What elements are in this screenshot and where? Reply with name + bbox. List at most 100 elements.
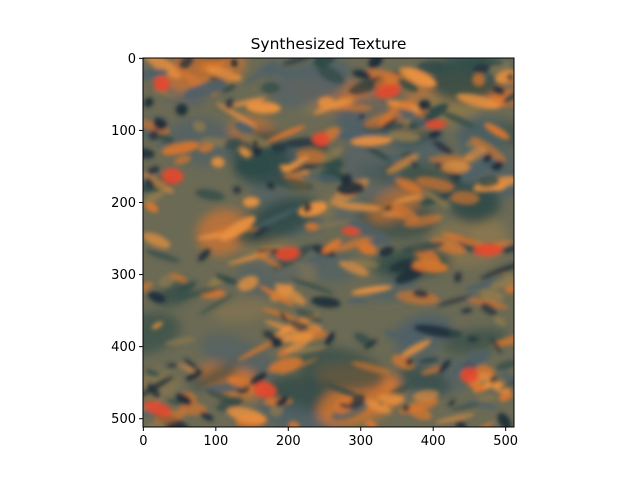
- texture-wash: [190, 364, 239, 390]
- texture-stroke: [271, 143, 287, 153]
- texture-stroke: [265, 125, 306, 143]
- texture-stroke: [307, 172, 341, 183]
- texture-stroke: [320, 147, 344, 163]
- texture-red-spot: [460, 367, 479, 384]
- texture-dark-accent: [363, 338, 378, 350]
- texture-stroke: [464, 276, 508, 292]
- texture-stroke: [403, 214, 443, 228]
- texture-stroke: [254, 252, 282, 268]
- texture-dark-accent: [184, 358, 199, 371]
- texture-stroke: [500, 372, 514, 387]
- texture-stroke: [143, 190, 165, 204]
- texture-dark-accent: [230, 58, 238, 68]
- texture-stroke: [337, 104, 373, 111]
- texture-stroke: [143, 281, 154, 293]
- texture-wash: [330, 181, 402, 224]
- texture-stroke: [206, 66, 243, 81]
- texture-stroke: [161, 141, 201, 156]
- texture-stroke: [175, 393, 192, 406]
- texture-stroke: [379, 246, 394, 257]
- texture-dark-accent: [490, 337, 503, 354]
- texture-dark-accent: [506, 73, 514, 82]
- texture-stroke: [237, 161, 265, 170]
- texture-stroke: [451, 403, 479, 411]
- texture-stroke: [215, 274, 239, 285]
- texture-stroke: [364, 399, 392, 414]
- texture-wash: [212, 299, 274, 322]
- texture-stroke: [401, 241, 445, 254]
- texture-stroke: [255, 208, 297, 229]
- texture-dark-accent: [175, 103, 188, 116]
- texture-stroke: [145, 249, 181, 263]
- figure-title: Synthesized Texture: [251, 35, 407, 53]
- texture-stroke: [395, 177, 422, 194]
- texture-dark-accent: [428, 130, 442, 139]
- texture-stroke: [399, 398, 440, 414]
- texture-stroke: [389, 258, 415, 273]
- texture-stroke: [467, 351, 487, 364]
- texture-dark-accent: [252, 140, 259, 146]
- texture-red-spot: [312, 132, 330, 147]
- texture-stroke: [211, 156, 225, 168]
- texture-stroke: [338, 260, 370, 276]
- texture-stroke: [317, 65, 345, 84]
- texture-dark-accent: [232, 185, 242, 194]
- texture-dark-accent: [368, 58, 383, 69]
- texture-stroke: [274, 282, 306, 305]
- texture-red-spot: [375, 83, 401, 99]
- texture-red-spot: [275, 247, 300, 261]
- texture-dark-accent: [185, 370, 203, 382]
- texture-dark-accent: [279, 311, 289, 323]
- texture-stroke: [346, 298, 370, 304]
- texture-dark-accent: [147, 291, 166, 304]
- texture-dark-accent: [350, 394, 366, 409]
- texture-stroke: [383, 329, 401, 340]
- texture-dark-accent: [455, 421, 467, 427]
- x-axis: 0 100 200 300 400 500: [139, 427, 518, 449]
- texture-stroke: [155, 142, 168, 148]
- texture-stroke: [450, 190, 480, 205]
- texture-stroke: [495, 360, 514, 371]
- texture-stroke: [264, 320, 299, 333]
- texture-stroke: [318, 96, 335, 109]
- texture-dark-accent: [143, 97, 154, 108]
- texture-dark-accent: [145, 177, 154, 188]
- texture-dark-accent: [381, 117, 399, 129]
- texture-dark-accent: [466, 336, 479, 343]
- texture-stroke: [293, 345, 327, 354]
- texture-stroke: [490, 274, 514, 289]
- x-tick-label: 0: [139, 434, 147, 449]
- texture-stroke: [310, 220, 351, 229]
- texture-dark-accent: [352, 69, 371, 79]
- texture-dark-accent: [410, 160, 418, 169]
- texture-dark-accent: [198, 248, 211, 262]
- texture-red-spot: [161, 168, 184, 185]
- texture-stroke: [322, 238, 342, 254]
- texture-stroke: [219, 215, 256, 241]
- texture-stroke: [357, 242, 377, 255]
- texture-stroke: [192, 120, 206, 133]
- texture-stroke: [470, 58, 504, 66]
- texture-stroke: [169, 273, 188, 283]
- texture-stroke: [174, 155, 192, 165]
- y-tick-label: 400: [111, 340, 136, 355]
- texture-red-spot: [425, 120, 447, 129]
- x-tick-label: 100: [203, 434, 228, 449]
- texture-stroke: [350, 135, 393, 147]
- texture-stroke: [151, 321, 163, 330]
- texture-dark-accent: [448, 399, 456, 407]
- texture-stroke: [416, 60, 445, 75]
- texture-stroke: [348, 76, 386, 95]
- texture-stroke: [282, 58, 312, 65]
- texture-stroke: [456, 93, 501, 109]
- texture-wash: [367, 183, 425, 224]
- texture-stroke: [477, 176, 500, 188]
- texture-dark-accent: [472, 63, 490, 74]
- texture-stroke: [351, 285, 393, 295]
- texture-dark-accent: [224, 98, 235, 110]
- texture-stroke: [335, 202, 381, 212]
- texture-stroke: [441, 232, 486, 248]
- texture-stroke: [385, 202, 419, 222]
- texture-stroke: [412, 389, 439, 401]
- texture-stroke: [290, 278, 335, 294]
